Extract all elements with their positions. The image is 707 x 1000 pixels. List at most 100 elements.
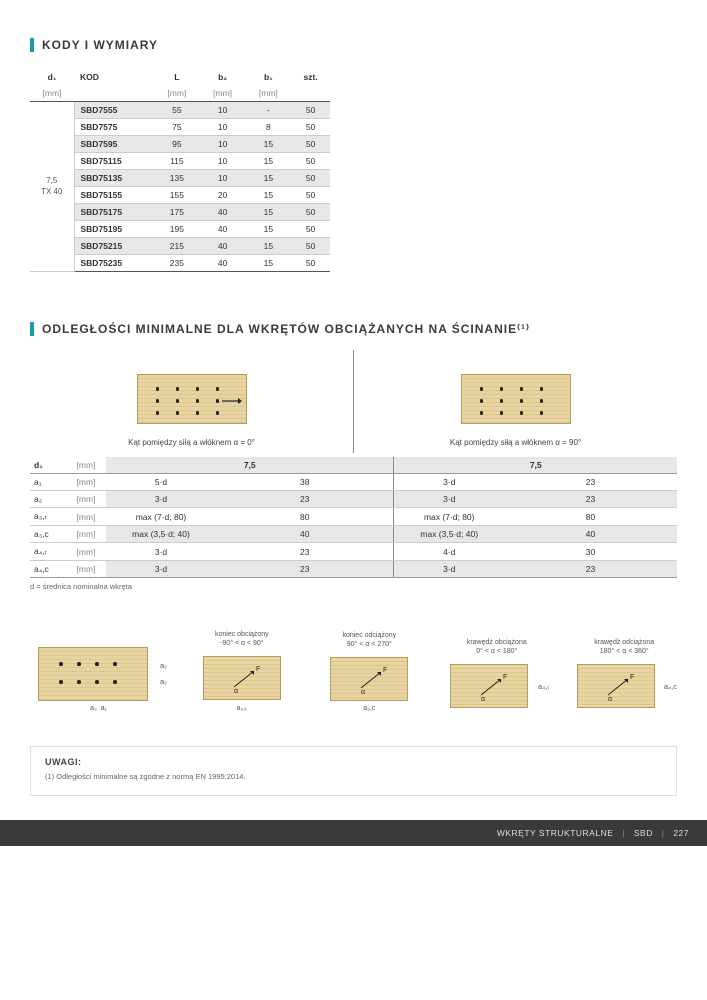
cell-b2: 40 [200, 255, 246, 272]
table-row: a₃,ₜ[mm]max (7·d; 80)80max (7·d; 80)80 [30, 508, 677, 526]
cell-szt: 50 [291, 102, 330, 119]
cell-v1: 23 [216, 543, 394, 561]
cell-b1: 8 [245, 119, 291, 136]
diagram-caption: krawędź odciążona180° < α < 360° [572, 638, 677, 660]
cell-kod: SBD75215 [74, 238, 154, 255]
hdr-unit: [mm] [66, 457, 106, 474]
cell-b2: 10 [200, 119, 246, 136]
col-d1: d₁ [30, 66, 74, 85]
table-row: SBD75215215401550 [30, 238, 330, 255]
cell-L: 215 [154, 238, 200, 255]
hdr-d1: d₁ [30, 457, 66, 474]
section-title-distances: ODLEGŁOŚCI MINIMALNE DLA WKRĘTÓW OBCIĄŻA… [30, 322, 677, 336]
lbl-a2-side: a₂ [160, 674, 167, 691]
cell-L: 195 [154, 221, 200, 238]
cell-szt: 50 [291, 238, 330, 255]
footer-product: SBD [634, 828, 653, 838]
cell-v2: 23 [504, 474, 677, 491]
cell-lbl: a₁ [30, 474, 66, 491]
table-row: SBD75195195401550 [30, 221, 330, 238]
unit-b1: [mm] [245, 85, 291, 102]
cell-szt: 50 [291, 119, 330, 136]
cell-L: 155 [154, 187, 200, 204]
accent-bar [30, 322, 34, 336]
cell-b1: 15 [245, 204, 291, 221]
diagram-bottom-label: a₃,c [317, 705, 422, 712]
cell-kod: SBD75115 [74, 153, 154, 170]
bottom-diagrams: a₂ a₂ a₃ a₁ koniec obciążony-90° < α < 9… [30, 621, 677, 712]
cell-szt: 50 [291, 136, 330, 153]
cell-v1: 23 [216, 491, 394, 508]
cell-szt: 50 [291, 187, 330, 204]
cell-unit: [mm] [66, 561, 106, 578]
unit-b2: [mm] [200, 85, 246, 102]
cell-b1: 15 [245, 153, 291, 170]
col-szt: szt. [291, 66, 330, 85]
svg-text:F: F [503, 674, 507, 681]
table-row: a₂[mm]3·d233·d23 [30, 491, 677, 508]
wood-small-diagram: Fα [450, 664, 528, 708]
cell-unit: [mm] [66, 526, 106, 543]
notes-box: UWAGI: (1) Odległości minimalne są zgodn… [30, 746, 677, 796]
footer-category: WKRĘTY STRUKTURALNE [497, 828, 614, 838]
diagram-caption: krawędź obciążona0° < α < 180° [444, 638, 549, 660]
cell-szt: 50 [291, 170, 330, 187]
diagram-bottom-label: a₃,ₜ [189, 704, 294, 712]
cell-unit: [mm] [66, 474, 106, 491]
diagram-item: krawędź odciążona180° < α < 360°Fαa₄,c [572, 638, 677, 712]
cell-L: 75 [154, 119, 200, 136]
cell-v1: 38 [216, 474, 394, 491]
cell-f1: 3·d [106, 491, 216, 508]
cell-b1: 15 [245, 238, 291, 255]
cell-L: 235 [154, 255, 200, 272]
cell-b1: 15 [245, 255, 291, 272]
wood-small-diagram: Fα [330, 657, 408, 701]
table-row: SBD75235235401550 [30, 255, 330, 272]
table-footnote: d = średnica nominalna wkręta [30, 582, 677, 591]
cell-lbl: a₃,c [30, 526, 66, 543]
lbl-a1: a₁ [101, 705, 107, 712]
hdr-val-right: 7,5 [394, 457, 677, 474]
cell-b1: 15 [245, 221, 291, 238]
notes-heading: UWAGI: [45, 757, 662, 767]
cell-b2: 10 [200, 136, 246, 153]
cell-b1: 15 [245, 170, 291, 187]
cell-kod: SBD75235 [74, 255, 154, 272]
cell-b2: 10 [200, 170, 246, 187]
svg-text:α: α [608, 696, 612, 703]
notes-line: (1) Odległości minimalne są zgodne z nor… [45, 772, 662, 781]
unit-L: [mm] [154, 85, 200, 102]
section-title-text: KODY I WYMIARY [42, 38, 158, 52]
cell-b2: 20 [200, 187, 246, 204]
table-row: a₄,c[mm]3·d233·d23 [30, 561, 677, 578]
cell-L: 175 [154, 204, 200, 221]
section-title-text: ODLEGŁOŚCI MINIMALNE DLA WKRĘTÓW OBCIĄŻA… [42, 322, 530, 336]
cell-kod: SBD75155 [74, 187, 154, 204]
cell-b1: 15 [245, 187, 291, 204]
table-row: a₄,ₜ[mm]3·d234·d30 [30, 543, 677, 561]
cell-szt: 50 [291, 255, 330, 272]
cell-f2: max (7·d; 80) [394, 508, 504, 526]
svg-text:α: α [361, 689, 365, 696]
cell-kod: SBD7555 [74, 102, 154, 119]
cell-L: 55 [154, 102, 200, 119]
diagram-side-label: a₄,c [664, 682, 677, 691]
cell-b2: 40 [200, 204, 246, 221]
cell-v2: 30 [504, 543, 677, 561]
cell-szt: 50 [291, 221, 330, 238]
cell-v2: 80 [504, 508, 677, 526]
table-row: SBD75115115101550 [30, 153, 330, 170]
cell-unit: [mm] [66, 508, 106, 526]
cell-v1: 40 [216, 526, 394, 543]
cell-lbl: a₂ [30, 491, 66, 508]
cell-f1: 3·d [106, 543, 216, 561]
cell-b2: 40 [200, 221, 246, 238]
cell-kod: SBD7575 [74, 119, 154, 136]
cell-unit: [mm] [66, 491, 106, 508]
diagram-item: koniec obciążony-90° < α < 90°Fαa₃,ₜ [189, 630, 294, 712]
col-kod: KOD [74, 66, 154, 85]
cell-b1: - [245, 102, 291, 119]
wood-small-diagram: Fα [203, 656, 281, 700]
cell-b2: 10 [200, 102, 246, 119]
lbl-a2-side: a₂ [160, 658, 167, 675]
